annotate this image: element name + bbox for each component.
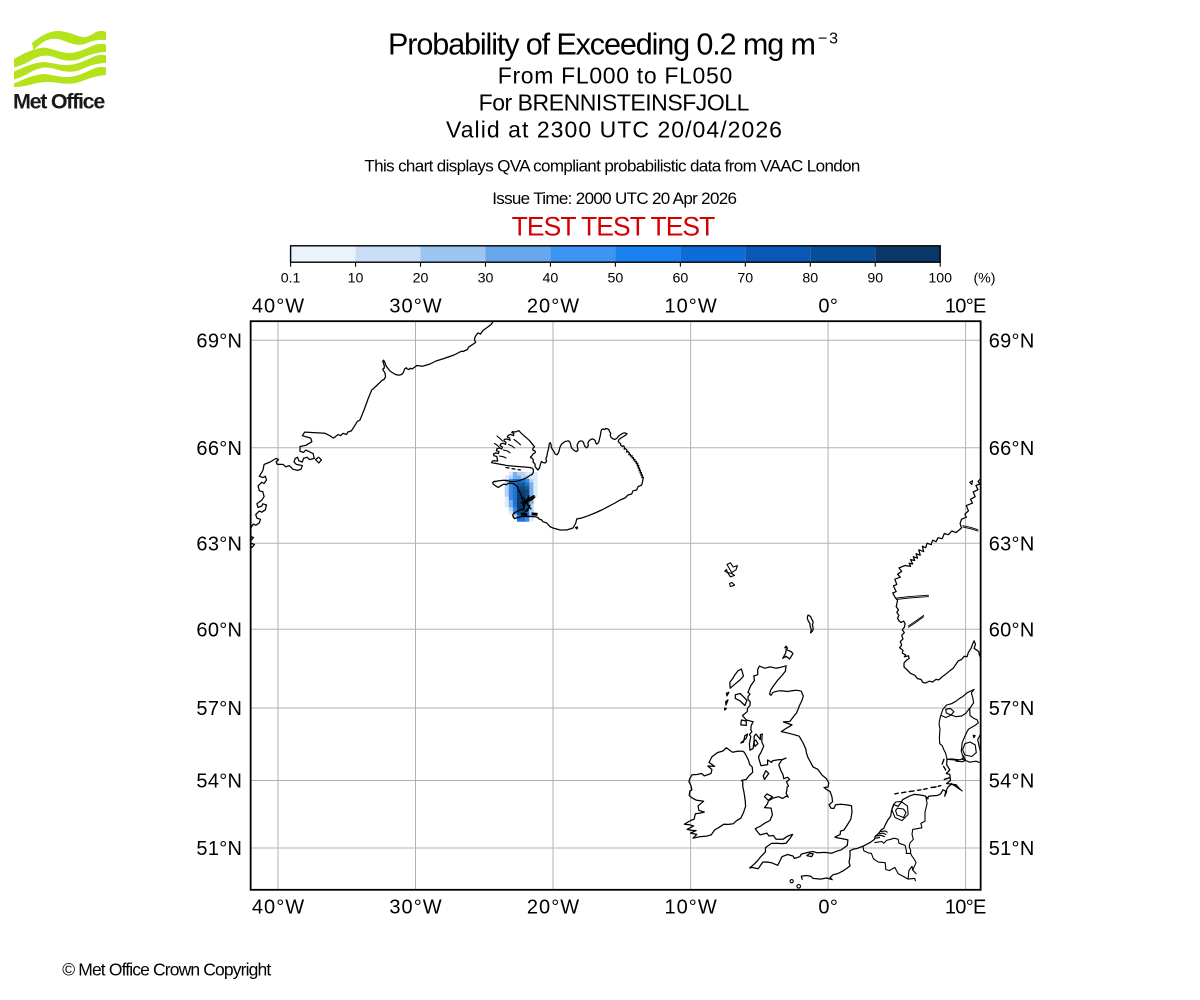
svg-text:10: 10 <box>348 271 364 287</box>
svg-text:60: 60 <box>672 271 688 287</box>
svg-text:For BRENNISTEINSFJOLL: For BRENNISTEINSFJOLL <box>479 90 750 116</box>
svg-text:90: 90 <box>867 271 883 287</box>
svg-text:50: 50 <box>608 271 624 287</box>
svg-text:0°: 0° <box>818 897 838 919</box>
svg-text:Issue Time: 2000 UTC 20 Apr 20: Issue Time: 2000 UTC 20 Apr 2026 <box>492 189 737 208</box>
svg-text:60°N: 60°N <box>196 620 242 642</box>
svg-text:70: 70 <box>737 271 753 287</box>
svg-text:20°W: 20°W <box>527 295 579 317</box>
svg-text:0°: 0° <box>818 295 838 317</box>
svg-text:10°E: 10°E <box>945 897 987 919</box>
svg-text:40: 40 <box>543 271 559 287</box>
svg-text:10°W: 10°W <box>664 897 716 919</box>
svg-text:Met Office: Met Office <box>13 90 105 114</box>
svg-text:40°W: 40°W <box>252 295 304 317</box>
svg-text:20°W: 20°W <box>527 897 579 919</box>
svg-text:100: 100 <box>928 271 952 287</box>
svg-text:54°N: 54°N <box>196 771 242 793</box>
svg-text:This chart displays QVA compli: This chart displays QVA compliant probab… <box>364 157 860 176</box>
svg-text:51°N: 51°N <box>989 838 1035 860</box>
svg-text:Valid at 2300 UTC 20/04/2026: Valid at 2300 UTC 20/04/2026 <box>446 117 782 143</box>
svg-text:TEST TEST TEST: TEST TEST TEST <box>512 211 716 241</box>
svg-text:30: 30 <box>478 271 494 287</box>
svg-text:69°N: 69°N <box>989 330 1035 352</box>
svg-text:10°W: 10°W <box>664 295 716 317</box>
svg-text:57°N: 57°N <box>196 698 242 720</box>
svg-text:66°N: 66°N <box>196 438 242 460</box>
svg-text:51°N: 51°N <box>196 838 242 860</box>
svg-text:© Met Office Crown Copyright: © Met Office Crown Copyright <box>62 960 271 980</box>
svg-text:54°N: 54°N <box>989 771 1035 793</box>
svg-text:From FL000 to FL050: From FL000 to FL050 <box>498 63 733 89</box>
svg-text:10°E: 10°E <box>945 295 987 317</box>
svg-text:66°N: 66°N <box>989 438 1035 460</box>
svg-text:57°N: 57°N <box>989 698 1035 720</box>
svg-text:40°W: 40°W <box>252 897 304 919</box>
svg-text:0.1: 0.1 <box>281 271 301 287</box>
svg-text:63°N: 63°N <box>196 533 242 555</box>
svg-text:(%): (%) <box>973 271 995 287</box>
svg-text:80: 80 <box>802 271 818 287</box>
svg-text:69°N: 69°N <box>196 330 242 352</box>
svg-text:Probability of Exceeding 0.2 m: Probability of Exceeding 0.2 mg m <box>388 27 816 61</box>
svg-text:30°W: 30°W <box>389 295 441 317</box>
svg-text:20: 20 <box>413 271 429 287</box>
svg-text:60°N: 60°N <box>989 620 1035 642</box>
svg-text:63°N: 63°N <box>989 533 1035 555</box>
svg-text:30°W: 30°W <box>389 897 441 919</box>
